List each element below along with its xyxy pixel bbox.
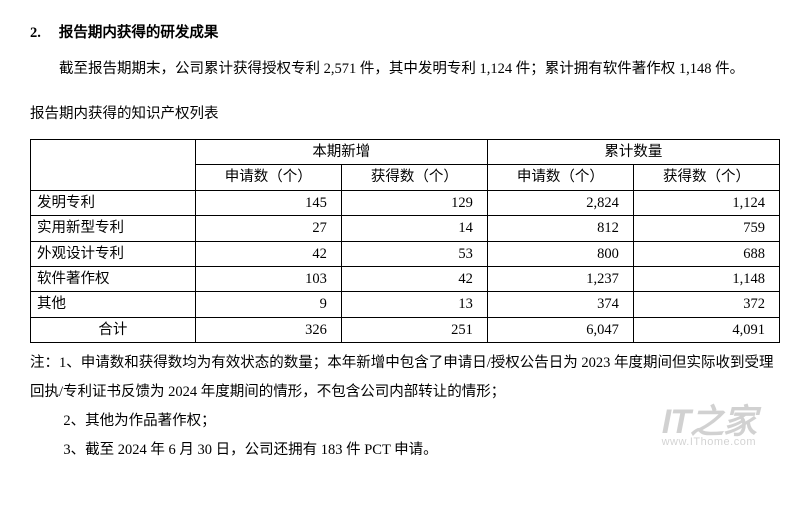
- table-row: 其他 9 13 374 372: [31, 292, 780, 317]
- section-number: 2.: [30, 20, 41, 48]
- row-cell: 145: [195, 190, 341, 215]
- total-cell: 251: [341, 317, 487, 342]
- row-cell: 53: [341, 241, 487, 266]
- note-1: 注：1、申请数和获得数均为有效状态的数量；本年新增中包含了申请日/授权公告日为 …: [30, 349, 780, 407]
- section-title: 报告期内获得的研发成果: [59, 25, 219, 41]
- table-row: 外观设计专利 42 53 800 688: [31, 241, 780, 266]
- total-cell: 326: [195, 317, 341, 342]
- row-cell: 374: [487, 292, 633, 317]
- row-cell: 1,148: [633, 266, 779, 291]
- row-label: 发明专利: [31, 190, 196, 215]
- table-row: 实用新型专利 27 14 812 759: [31, 216, 780, 241]
- table-body: 发明专利 145 129 2,824 1,124 实用新型专利 27 14 81…: [31, 190, 780, 343]
- row-cell: 9: [195, 292, 341, 317]
- table-total-row: 合计 326 251 6,047 4,091: [31, 317, 780, 342]
- total-cell: 6,047: [487, 317, 633, 342]
- row-cell: 688: [633, 241, 779, 266]
- table-subheader-4: 获得数（个）: [633, 165, 779, 190]
- row-cell: 42: [195, 241, 341, 266]
- total-cell: 4,091: [633, 317, 779, 342]
- row-label: 实用新型专利: [31, 216, 196, 241]
- row-cell: 759: [633, 216, 779, 241]
- row-label: 软件著作权: [31, 266, 196, 291]
- row-cell: 14: [341, 216, 487, 241]
- total-label: 合计: [31, 317, 196, 342]
- table-header-blank: [31, 139, 196, 190]
- table-subheader-3: 申请数（个）: [487, 165, 633, 190]
- section-heading: 2. 报告期内获得的研发成果: [30, 20, 780, 48]
- ip-table: 本期新增 累计数量 申请数（个） 获得数（个） 申请数（个） 获得数（个） 发明…: [30, 139, 780, 344]
- row-cell: 800: [487, 241, 633, 266]
- row-cell: 13: [341, 292, 487, 317]
- intro-paragraph: 截至报告期期末，公司累计获得授权专利 2,571 件，其中发明专利 1,124 …: [30, 56, 780, 84]
- row-label: 外观设计专利: [31, 241, 196, 266]
- row-cell: 372: [633, 292, 779, 317]
- table-subheader-2: 获得数（个）: [341, 165, 487, 190]
- document-root: { "heading": { "number": "2.", "title": …: [30, 20, 780, 465]
- table-header-group-1: 本期新增: [195, 139, 487, 164]
- row-cell: 2,824: [487, 190, 633, 215]
- table-caption: 报告期内获得的知识产权列表: [30, 101, 780, 129]
- row-label: 其他: [31, 292, 196, 317]
- row-cell: 103: [195, 266, 341, 291]
- table-subheader-1: 申请数（个）: [195, 165, 341, 190]
- table-header-group-2: 累计数量: [487, 139, 779, 164]
- table-row: 发明专利 145 129 2,824 1,124: [31, 190, 780, 215]
- note-3: 3、截至 2024 年 6 月 30 日，公司还拥有 183 件 PCT 申请。: [30, 436, 780, 465]
- table-row: 软件著作权 103 42 1,237 1,148: [31, 266, 780, 291]
- note-2: 2、其他为作品著作权；: [30, 407, 780, 436]
- notes-block: 注：1、申请数和获得数均为有效状态的数量；本年新增中包含了申请日/授权公告日为 …: [30, 349, 780, 465]
- row-cell: 1,237: [487, 266, 633, 291]
- row-cell: 27: [195, 216, 341, 241]
- row-cell: 129: [341, 190, 487, 215]
- row-cell: 812: [487, 216, 633, 241]
- row-cell: 1,124: [633, 190, 779, 215]
- table-header-row-1: 本期新增 累计数量: [31, 139, 780, 164]
- row-cell: 42: [341, 266, 487, 291]
